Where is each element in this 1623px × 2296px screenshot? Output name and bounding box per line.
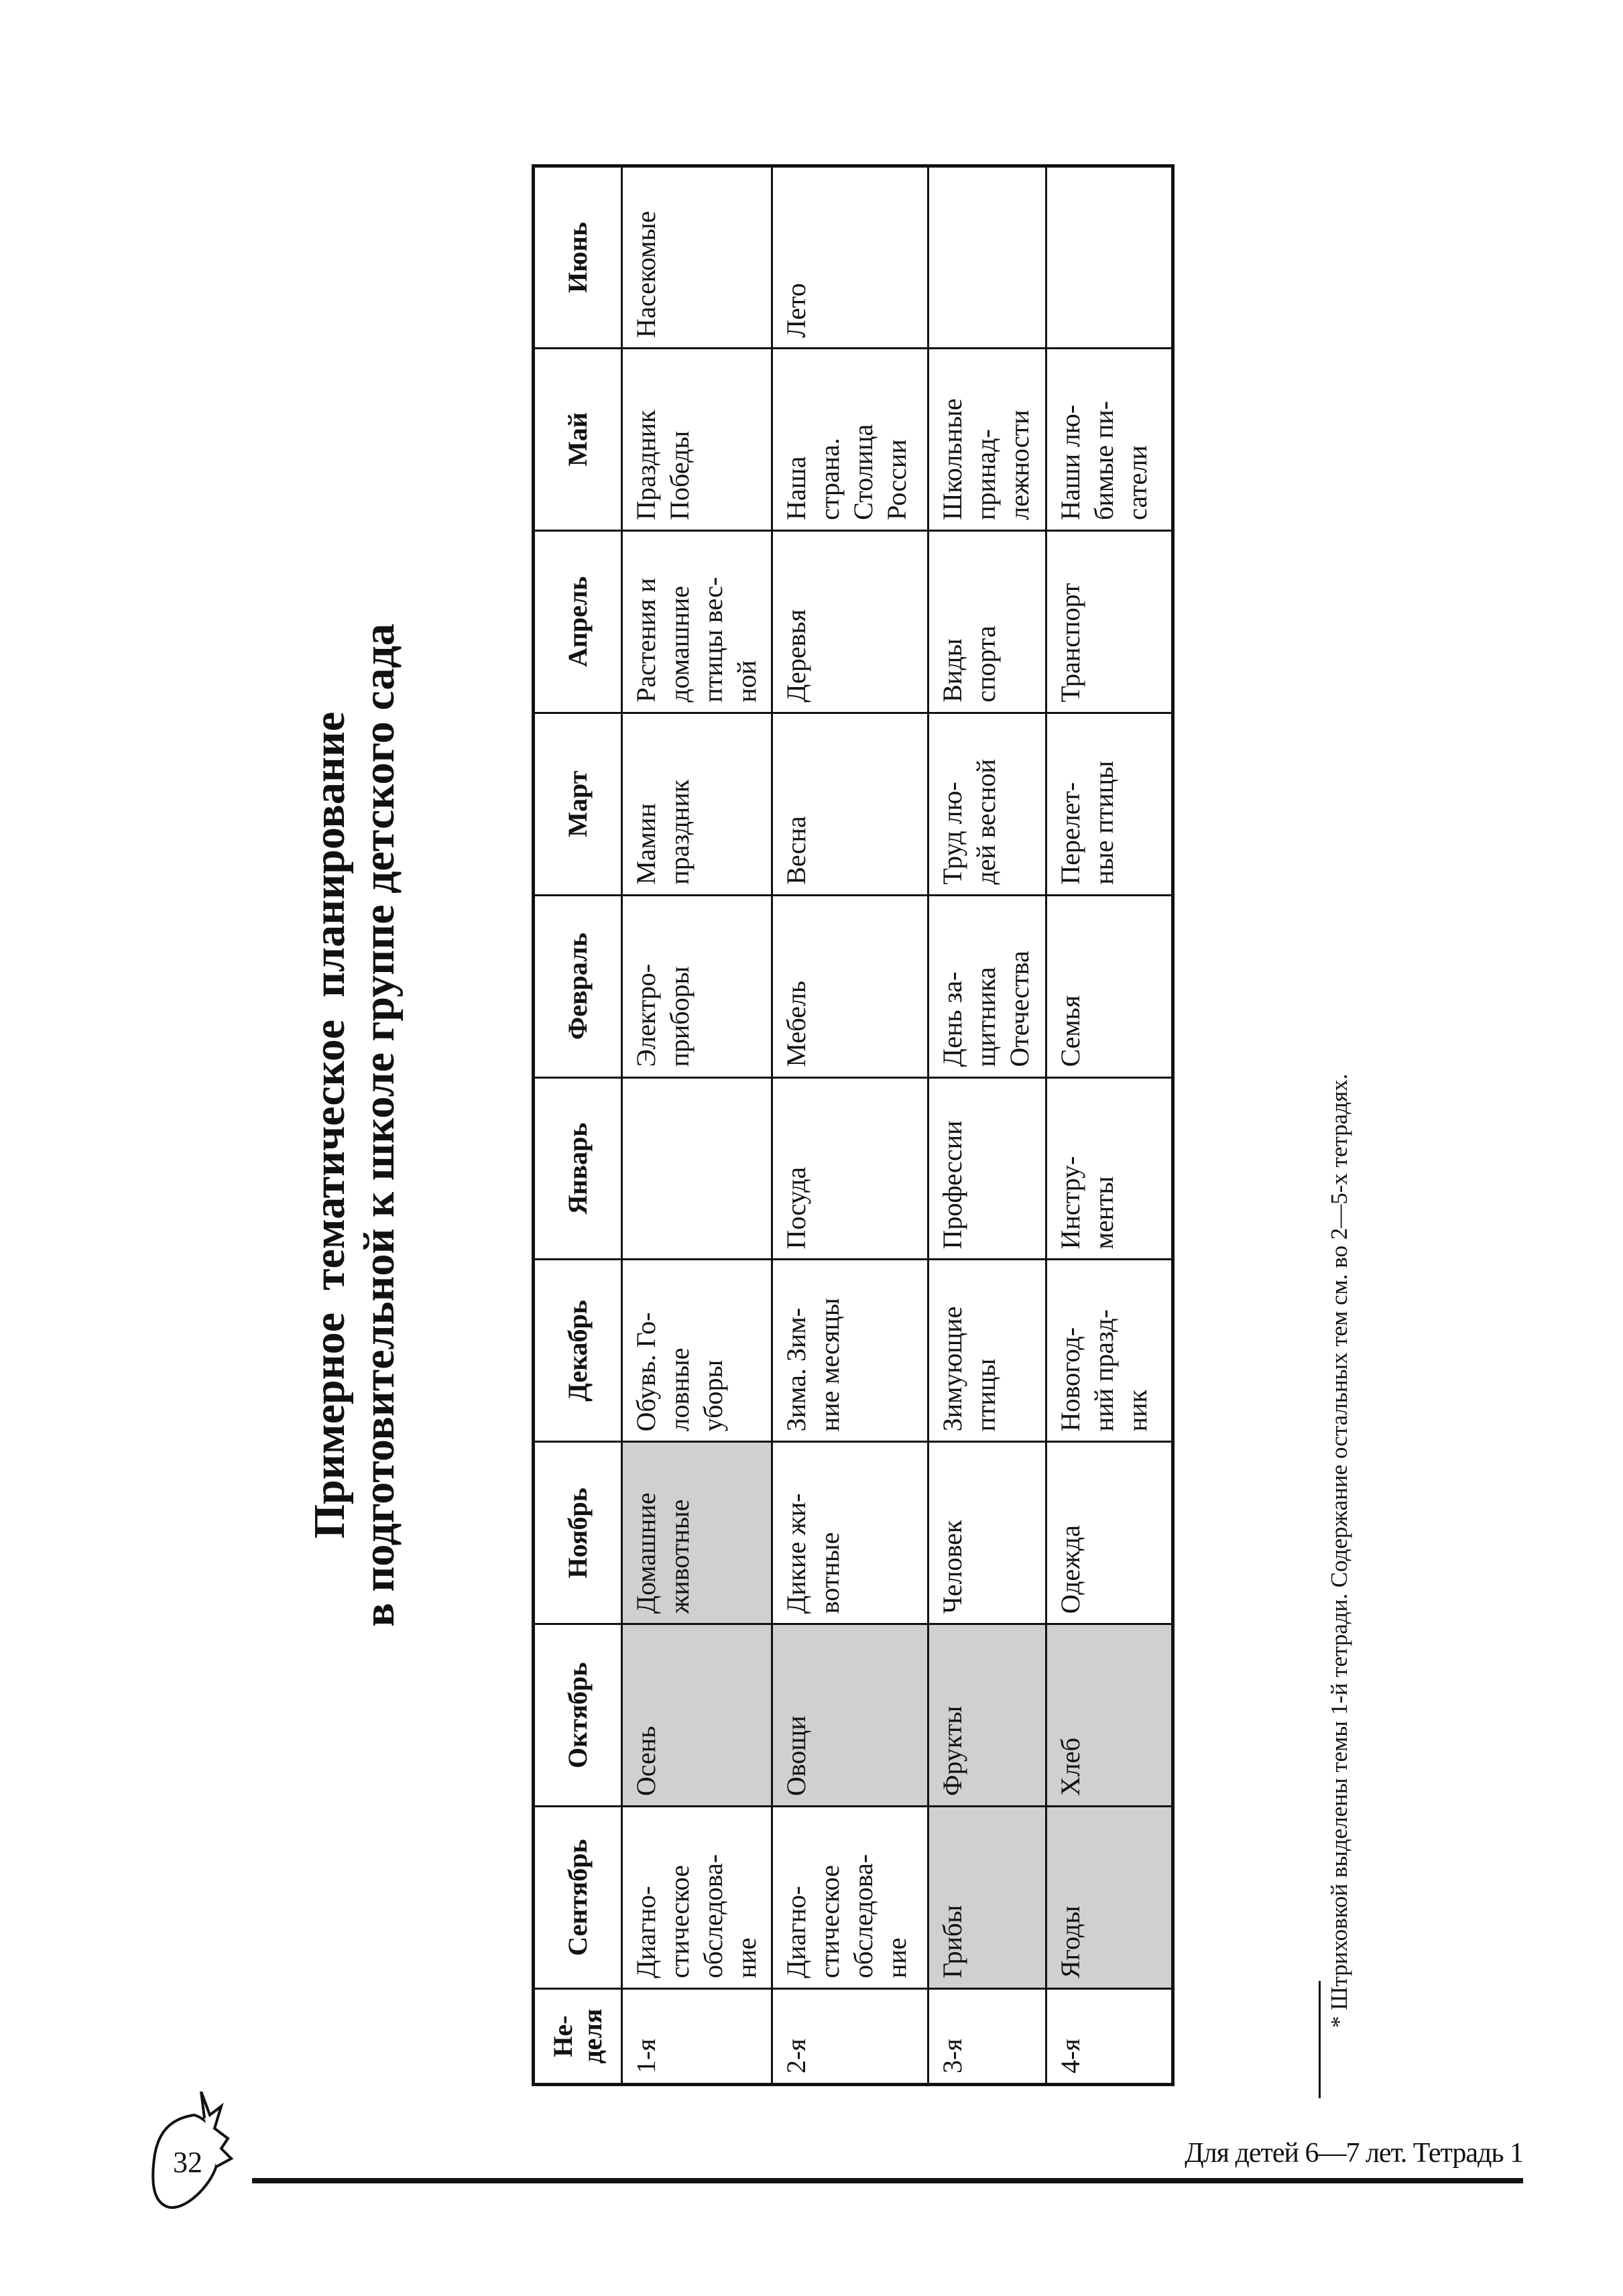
topic-cell: Овощи bbox=[772, 1624, 928, 1807]
topic-cell: Человек bbox=[928, 1441, 1046, 1624]
topic-cell: Хлеб bbox=[1046, 1624, 1173, 1807]
topic-cell: День за- щитника Отечества bbox=[928, 895, 1046, 1078]
header-month: Март bbox=[533, 713, 622, 896]
topic-cell: Посуда bbox=[772, 1077, 928, 1260]
topic-cell: Одежда bbox=[1046, 1441, 1173, 1624]
topic-cell: Электро- приборы bbox=[621, 895, 772, 1078]
header-month: Январь bbox=[533, 1077, 622, 1260]
table-row: 3-я Грибы Фрукты Человек Зимующие птицы Профе… bbox=[928, 166, 1046, 2085]
topic-cell: Лето bbox=[772, 166, 928, 349]
topic-cell: Труд лю- дей весной bbox=[928, 713, 1046, 896]
topic-cell: Транспорт bbox=[1046, 530, 1173, 713]
topic-cell: Семья bbox=[1046, 895, 1173, 1078]
topic-cell: Наши лю- бимые пи- сатели bbox=[1046, 348, 1173, 531]
topic-cell: Фрукты bbox=[928, 1624, 1046, 1807]
topic-cell: Ягоды bbox=[1046, 1806, 1173, 1989]
topic-cell: Диагно- стическое обследова- ние bbox=[772, 1806, 928, 1989]
topic-cell: Новогод- ний празд- ник bbox=[1046, 1259, 1173, 1442]
topic-cell: Весна bbox=[772, 713, 928, 896]
page-title: Примерное тематическое планирование в по… bbox=[305, 164, 404, 2086]
header-month: Октябрь bbox=[533, 1624, 622, 1807]
thematic-plan-table: Не- деля Сентябрь Октябрь Ноябрь Декабрь Янва… bbox=[532, 164, 1175, 2086]
topic-cell: Наша страна. Столица России bbox=[772, 348, 928, 531]
header-week: Не- деля bbox=[533, 1988, 622, 2085]
topic-cell: Перелет- ные птицы bbox=[1046, 713, 1173, 896]
footer-divider bbox=[252, 2178, 1523, 2183]
footnote-divider bbox=[1319, 1981, 1321, 2098]
topic-cell: Профессии bbox=[928, 1077, 1046, 1260]
table-row: 1-я Диагно- стическое обследова- ние Осень… bbox=[621, 166, 772, 2085]
table-row: 4-я Ягоды Хлеб Одежда Новогод- ний празд- ни… bbox=[1046, 166, 1173, 2085]
topic-cell: Виды спорта bbox=[928, 530, 1046, 713]
topic-cell: Обувь. Го- ловные уборы bbox=[621, 1259, 772, 1442]
title-line-1: Примерное тематическое планирование bbox=[305, 711, 354, 1539]
topic-cell: Домашние животные bbox=[621, 1441, 772, 1624]
week-cell: 3-я bbox=[928, 1988, 1046, 2085]
topic-cell: Осень bbox=[621, 1624, 772, 1807]
page-number: 32 bbox=[173, 2146, 202, 2179]
topic-cell bbox=[1046, 166, 1173, 349]
table-header-row: Не- деля Сентябрь Октябрь Ноябрь Декабрь Янва… bbox=[533, 166, 622, 2085]
footer-book-title: Для детей 6—7 лет. Тетрадь 1 bbox=[1185, 2138, 1524, 2169]
topic-cell: Дикие жи- вотные bbox=[772, 1441, 928, 1624]
week-cell: 4-я bbox=[1046, 1988, 1173, 2085]
footnote: * Штриховкой выделены темы 1-й тетради. … bbox=[1326, 1073, 1352, 2028]
week-cell: 2-я bbox=[772, 1988, 928, 2085]
topic-cell bbox=[621, 1077, 772, 1260]
header-month: Июнь bbox=[533, 166, 622, 349]
topic-cell: Зимующие птицы bbox=[928, 1259, 1046, 1442]
topic-cell: Деревья bbox=[772, 530, 928, 713]
header-month: Декабрь bbox=[533, 1259, 622, 1442]
header-month: Ноябрь bbox=[533, 1441, 622, 1624]
topic-cell: Праздник Победы bbox=[621, 348, 772, 531]
topic-cell: Диагно- стическое обследова- ние bbox=[621, 1806, 772, 1989]
header-month: Сентябрь bbox=[533, 1806, 622, 1989]
topic-cell: Мебель bbox=[772, 895, 928, 1078]
topic-cell bbox=[928, 166, 1046, 349]
header-month: Февраль bbox=[533, 895, 622, 1078]
week-cell: 1-я bbox=[621, 1988, 772, 2085]
header-month: Апрель bbox=[533, 530, 622, 713]
strawberry-icon bbox=[152, 2092, 234, 2210]
topic-cell: Грибы bbox=[928, 1806, 1046, 1989]
topic-cell: Мамин праздник bbox=[621, 713, 772, 896]
topic-cell: Растения и домашние птицы вес- ной bbox=[621, 530, 772, 713]
topic-cell: Зима. Зим- ние месяцы bbox=[772, 1259, 928, 1442]
topic-cell: Инстру- менты bbox=[1046, 1077, 1173, 1260]
header-month: Май bbox=[533, 348, 622, 531]
topic-cell: Школьные принад- лежности bbox=[928, 348, 1046, 531]
title-line-2: в подготовительной к школе группе детско… bbox=[355, 623, 404, 1627]
topic-cell: Насекомые bbox=[621, 166, 772, 349]
table-row: 2-я Диагно- стическое обследова- ние Овощи… bbox=[772, 166, 928, 2085]
